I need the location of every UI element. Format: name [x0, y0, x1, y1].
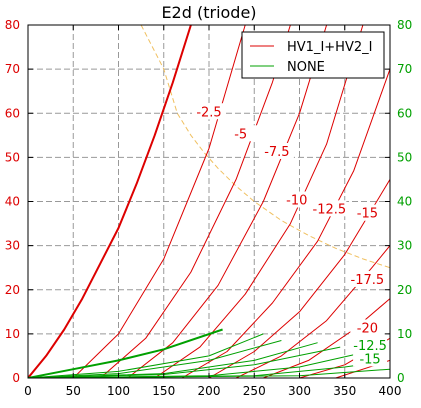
y-tick-label-right: 60	[397, 106, 412, 120]
series-line-6	[208, 179, 390, 378]
y-tick-label-left: 70	[5, 62, 20, 76]
series-label-bg-15	[353, 337, 388, 354]
legend-label-green: NONE	[287, 60, 325, 75]
y-tick-label-left: 50	[5, 150, 20, 164]
legend: HV1_I+HV2_I NONE	[241, 31, 385, 79]
y-tick-label-right: 80	[397, 18, 412, 32]
series-label-bg-2	[223, 125, 258, 142]
series-label-bg-8	[350, 319, 385, 336]
y-tick-label-left: 60	[5, 106, 20, 120]
y-tick-label-left: 0	[12, 371, 20, 385]
curve-labels: -2.5-5-7.5-10-12.5 -15-17.5-20-12.5-15	[192, 103, 388, 367]
y-tick-label-right: 10	[397, 327, 412, 341]
series-label-bg-1	[192, 103, 226, 120]
x-tick-label: 0	[24, 384, 32, 398]
y-tick-label-left: 30	[5, 239, 20, 253]
y-tick-label-right: 40	[397, 195, 412, 209]
series-label-7: -17.5	[351, 273, 385, 288]
chart-title: E2d (triode)	[161, 3, 256, 22]
x-tick-label: 50	[66, 384, 81, 398]
series-label-bg-6	[350, 204, 385, 221]
series-line-15	[28, 346, 341, 378]
y-tick-label-left: 80	[5, 18, 20, 32]
series-line-0	[28, 25, 192, 378]
y-tick-label-right: 30	[397, 239, 412, 253]
series-label-1: -2.5	[196, 105, 221, 120]
x-tick-label: 100	[107, 384, 130, 398]
y-tick-label-right: 70	[397, 62, 412, 76]
legend-box	[241, 31, 385, 79]
legend-label-red: HV1_I+HV2_I	[287, 40, 372, 55]
x-tick-label: 250	[243, 384, 266, 398]
y-tick-label-left: 40	[5, 195, 20, 209]
y-tick-label-right: 50	[397, 150, 412, 164]
series-label-8: -20	[357, 321, 378, 336]
y-tick-label-right: 0	[397, 371, 405, 385]
series-label-5: -12.5	[313, 202, 347, 217]
series-label-bg-16	[353, 350, 388, 367]
series-label-6: -15	[357, 207, 378, 222]
series-label-bg-3	[259, 142, 294, 159]
series-line-5	[181, 68, 390, 378]
series-line-7	[235, 245, 390, 378]
series-label-3: -7.5	[264, 145, 289, 160]
series-line-4	[154, 25, 364, 378]
dissipation-curve	[140, 25, 390, 269]
y-tick-label-right: 20	[397, 283, 412, 297]
x-tick-label: 400	[379, 384, 402, 398]
x-tick-label: 150	[152, 384, 175, 398]
x-tick-label: 300	[288, 384, 311, 398]
series-label-bg-7	[350, 270, 385, 287]
series-line-8	[263, 298, 390, 378]
series-label-bg-4	[279, 191, 314, 208]
series-label-4: -10	[286, 194, 307, 209]
series-label-16: -15	[359, 352, 380, 367]
series-label-2: -5	[234, 127, 247, 142]
y-tick-label-left: 20	[5, 283, 20, 297]
series-label-bg-5	[312, 200, 347, 217]
series-line-11	[28, 328, 223, 378]
y-tick-label-left: 10	[5, 327, 20, 341]
x-tick-label: 350	[333, 384, 356, 398]
x-tick-label: 200	[198, 384, 221, 398]
